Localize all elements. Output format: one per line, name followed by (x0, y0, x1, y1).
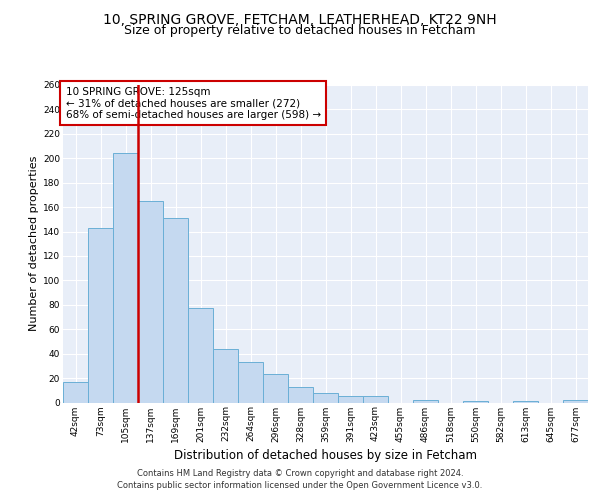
Text: 10 SPRING GROVE: 125sqm
← 31% of detached houses are smaller (272)
68% of semi-d: 10 SPRING GROVE: 125sqm ← 31% of detache… (65, 86, 321, 120)
Bar (163, 218, 188, 402)
X-axis label: Distribution of detached houses by size in Fetcham: Distribution of detached houses by size … (174, 448, 477, 462)
Bar (88, 228, 113, 402)
Y-axis label: Number of detached properties: Number of detached properties (29, 156, 39, 332)
Bar (63, 382, 88, 402)
Bar (263, 374, 288, 402)
Bar (138, 201, 163, 402)
Text: Contains public sector information licensed under the Open Government Licence v3: Contains public sector information licen… (118, 480, 482, 490)
Bar (563, 400, 588, 402)
Text: Contains HM Land Registry data © Crown copyright and database right 2024.: Contains HM Land Registry data © Crown c… (137, 470, 463, 478)
Bar (213, 349, 238, 403)
Text: Size of property relative to detached houses in Fetcham: Size of property relative to detached ho… (124, 24, 476, 37)
Text: 10, SPRING GROVE, FETCHAM, LEATHERHEAD, KT22 9NH: 10, SPRING GROVE, FETCHAM, LEATHERHEAD, … (103, 12, 497, 26)
Bar (313, 392, 338, 402)
Bar (363, 396, 388, 402)
Bar (288, 386, 313, 402)
Bar (188, 308, 213, 402)
Bar (238, 362, 263, 403)
Bar (338, 396, 363, 402)
Bar (413, 400, 438, 402)
Bar (113, 154, 138, 402)
